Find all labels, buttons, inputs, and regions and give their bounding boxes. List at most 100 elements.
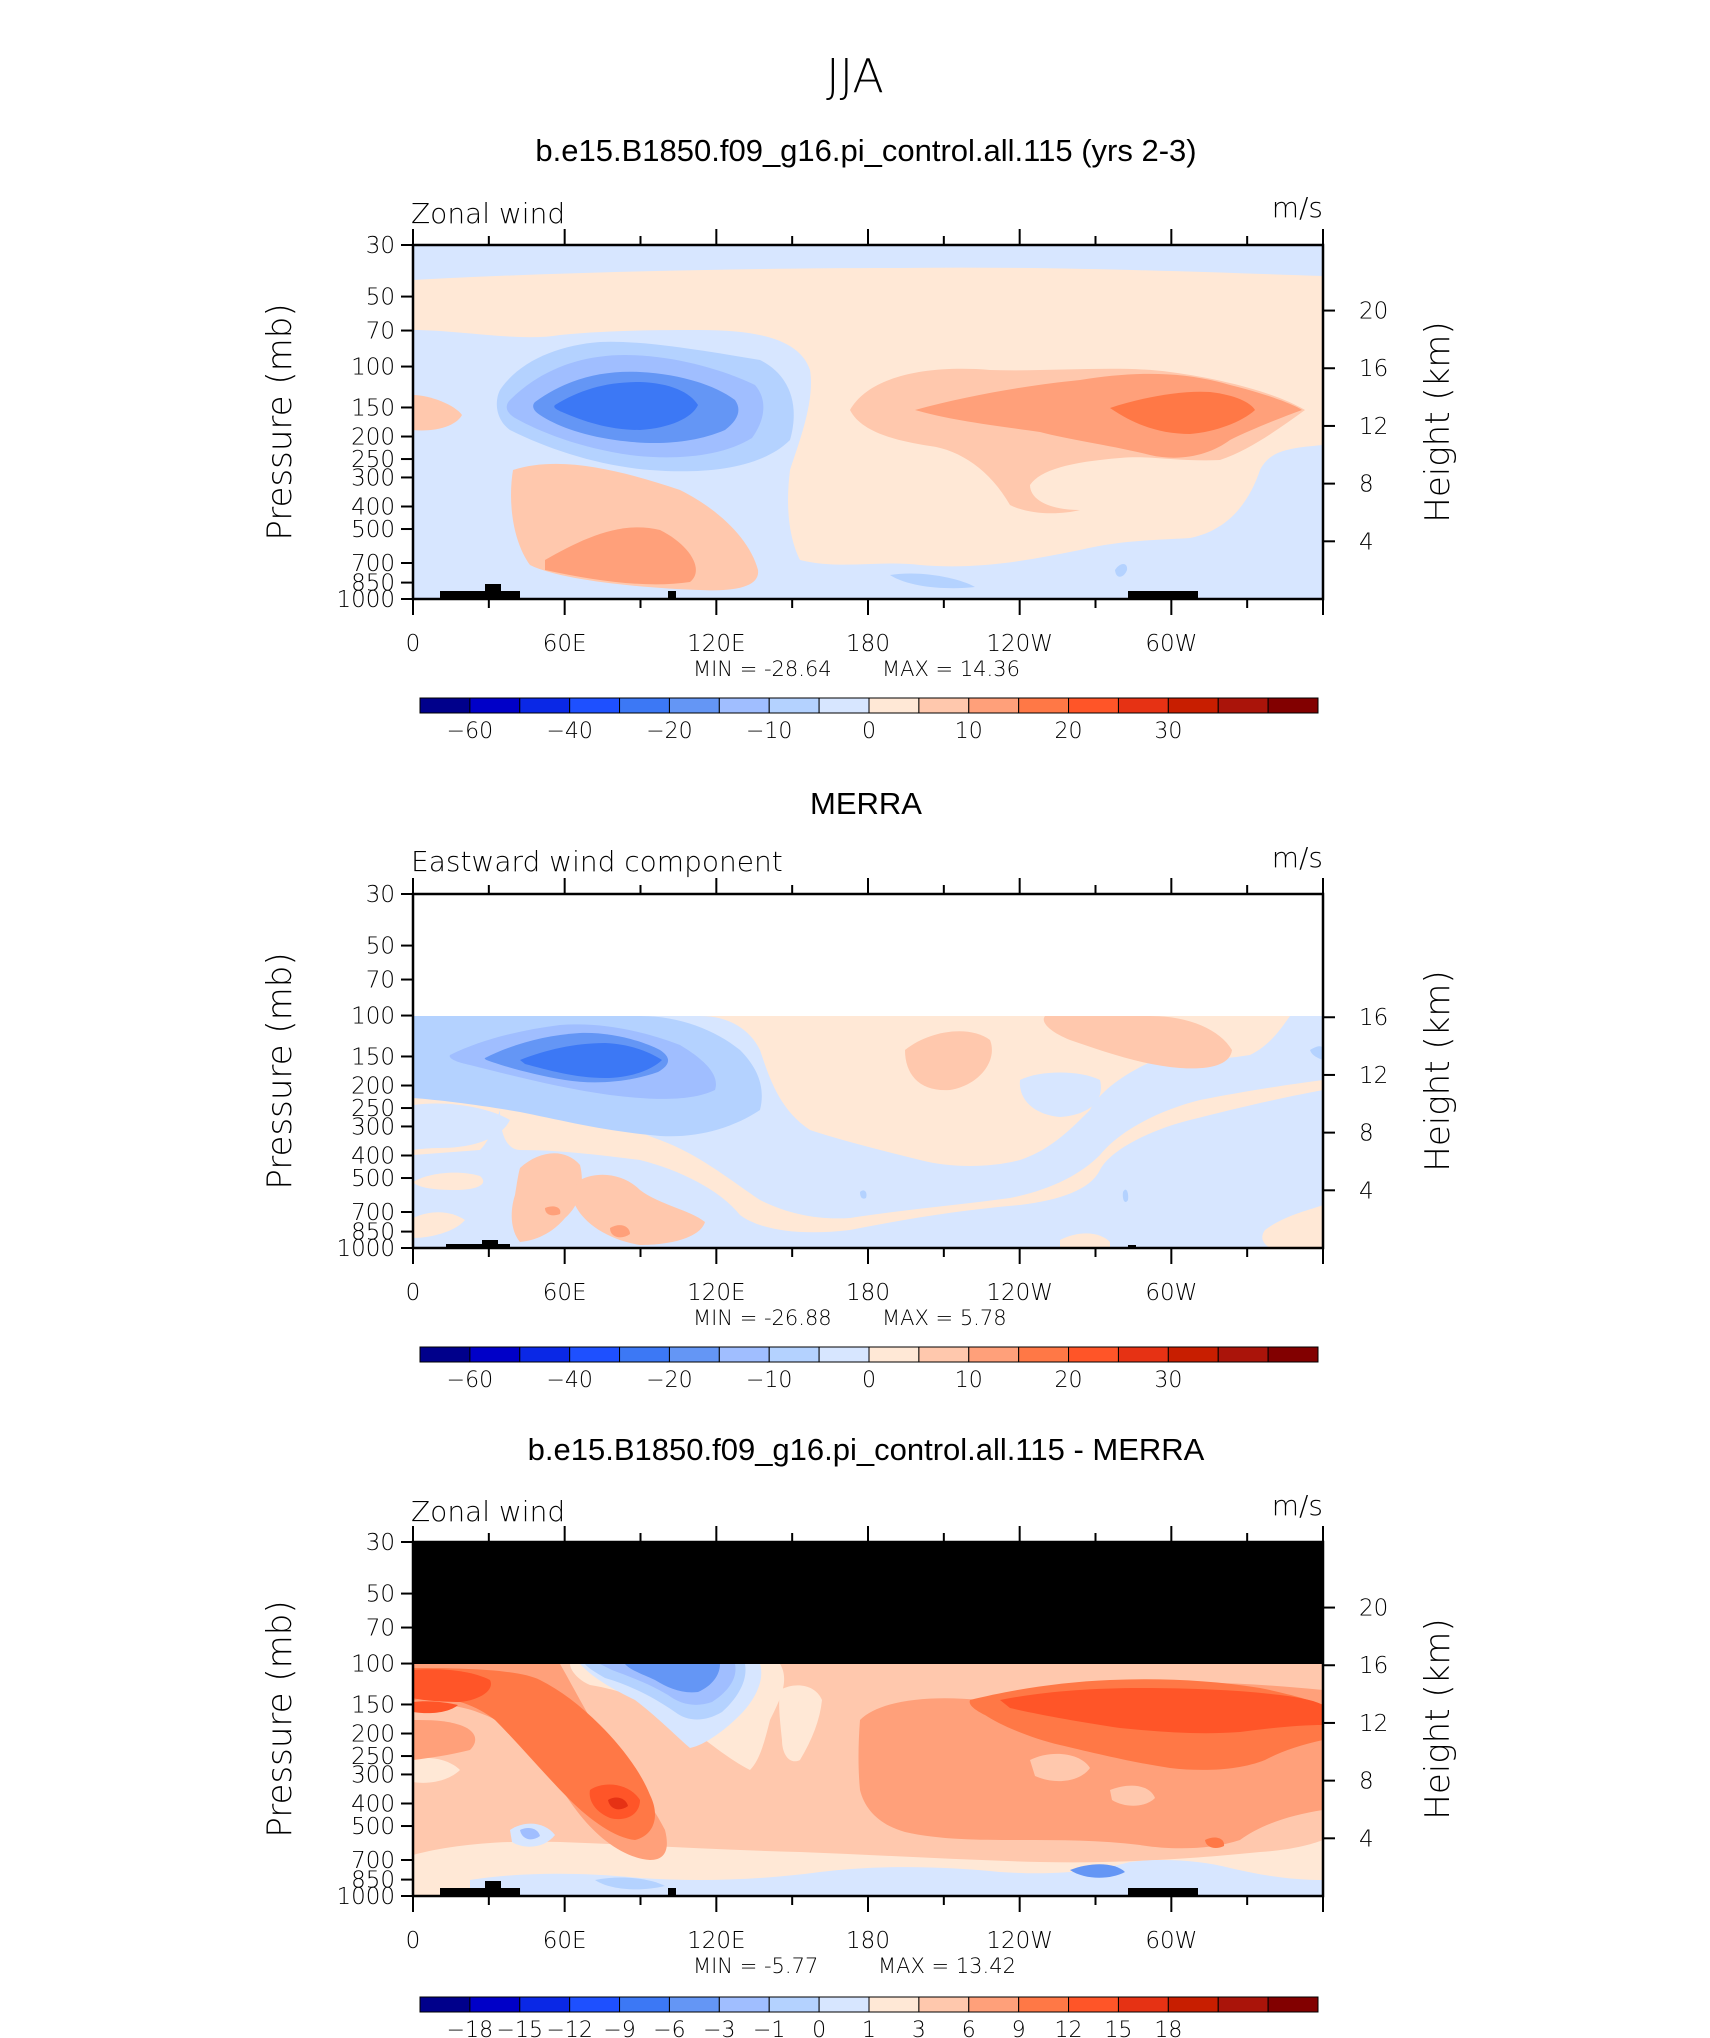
y-tick-label: 70	[366, 1616, 395, 1642]
colorbar-box	[668, 1996, 720, 2013]
colorbar-label: −10	[746, 719, 792, 744]
y-tick-label: 200	[351, 1074, 395, 1100]
colorbar-box	[469, 697, 521, 714]
y-tick-label: 400	[351, 1143, 395, 1169]
height-tick-label: 12	[1359, 1063, 1388, 1089]
colorbar-label: 10	[955, 719, 983, 744]
height-tick-label: 12	[1359, 1711, 1388, 1737]
contour-level	[1122, 1189, 1129, 1203]
y-tick-label: 1000	[336, 1236, 395, 1262]
colorbar-label: 0	[862, 1368, 876, 1393]
y-tick-label: 250	[351, 447, 395, 473]
panel-1-min-label: MIN = -28.64	[693, 657, 832, 681]
colorbar-label: −1	[753, 2018, 785, 2038]
height-tick-label: 20	[1359, 299, 1388, 325]
y-tick-label: 30	[366, 1530, 395, 1556]
contour-level	[1115, 564, 1128, 577]
colorbar-box	[718, 1346, 770, 1363]
colorbar-box	[519, 1996, 571, 2013]
colorbar-box	[569, 1996, 621, 2013]
colorbar-box	[1217, 1996, 1269, 2013]
contour-level	[413, 395, 462, 431]
colorbar-box	[868, 697, 920, 714]
contour-level	[511, 1153, 582, 1242]
colorbar-label: 20	[1055, 719, 1083, 744]
contour-level	[554, 382, 698, 430]
panel-2-missing-region	[413, 894, 1323, 1016]
panel-1: b.e15.B1850.f09_g16.pi_control.all.115 (…	[260, 133, 1458, 744]
colorbar-label: −12	[546, 2018, 592, 2038]
contour-level	[413, 1103, 510, 1150]
y-tick-label: 30	[366, 882, 395, 908]
colorbar-box	[1117, 1346, 1169, 1363]
topography-segment	[668, 591, 676, 599]
panel-3-left-string: Zonal wind	[411, 1495, 565, 1528]
y-tick-label: 400	[351, 494, 395, 520]
colorbar-label: −60	[447, 1368, 493, 1393]
colorbar-label: −20	[646, 1368, 692, 1393]
colorbar-box	[1018, 1996, 1070, 2013]
colorbar-box	[1167, 1346, 1219, 1363]
colorbar-box	[718, 1996, 770, 2013]
height-tick-label: 8	[1359, 1769, 1374, 1795]
y-tick-label: 300	[351, 1114, 395, 1140]
height-tick-label: 4	[1359, 1826, 1374, 1852]
y-tick-label: 300	[351, 465, 395, 491]
contour-level	[520, 1043, 662, 1078]
colorbar-box	[818, 1996, 870, 2013]
panel-1-axes: 3050701001502002503004005007008501000Pre…	[260, 229, 1458, 657]
y-tick-label: 850	[351, 1868, 395, 1894]
panel-3: b.e15.B1850.f09_g16.pi_control.all.115 -…	[260, 1432, 1458, 2038]
y-tick-label: 100	[351, 355, 395, 381]
topography-segment	[440, 1888, 520, 1896]
y-axis-label: Pressure (mb)	[260, 1600, 300, 1837]
colorbar-box	[1068, 1346, 1119, 1363]
contour-level	[1043, 1016, 1232, 1069]
height-tick-label: 8	[1359, 472, 1374, 498]
panel-2-topography	[446, 1240, 1136, 1248]
colorbar-label: 0	[812, 2018, 826, 2038]
x-tick-label: 120E	[687, 1928, 745, 1954]
panel-3-title: b.e15.B1850.f09_g16.pi_control.all.115 -…	[528, 1432, 1205, 1467]
colorbar-label: −40	[546, 1368, 592, 1393]
colorbar-box	[1167, 697, 1219, 714]
x-tick-label: 120E	[687, 1280, 745, 1306]
panel-3-contours	[413, 1542, 1323, 1896]
contour-level	[608, 1797, 628, 1810]
colorbar-box	[1068, 697, 1119, 714]
topography-segment	[485, 1881, 501, 1896]
contour-level	[595, 1877, 665, 1890]
y-tick-label: 150	[351, 395, 395, 421]
contour-level	[413, 245, 1323, 280]
x-tick-label: 0	[406, 1280, 421, 1306]
y-tick-label: 700	[351, 1200, 395, 1226]
colorbar-box	[1018, 1346, 1070, 1363]
contour-level	[413, 1212, 465, 1238]
colorbar-box	[619, 1996, 670, 2013]
height-axis-label: Height (km)	[1418, 1618, 1458, 1819]
colorbar-box	[1267, 1996, 1319, 2013]
colorbar-box	[968, 697, 1020, 714]
topography-segment	[446, 1244, 510, 1248]
colorbar-box	[768, 1346, 820, 1363]
colorbar-box	[519, 1346, 571, 1363]
panel-1-title: b.e15.B1850.f09_g16.pi_control.all.115 (…	[535, 133, 1196, 168]
panel-2-left-string: Eastward wind component	[411, 845, 783, 878]
colorbar-box	[968, 1996, 1020, 2013]
height-tick-label: 4	[1359, 529, 1374, 555]
colorbar-label: 0	[862, 719, 876, 744]
x-tick-label: 60E	[543, 631, 587, 657]
y-tick-label: 1000	[336, 1884, 395, 1910]
colorbar-box	[1117, 1996, 1169, 2013]
topography-segment	[482, 1240, 498, 1248]
contour-level	[625, 1664, 720, 1693]
contour-level	[545, 1206, 561, 1216]
height-axis-label: Height (km)	[1418, 970, 1458, 1171]
y-tick-label: 1000	[336, 587, 395, 613]
contour-level	[545, 527, 696, 585]
x-tick-label: 60W	[1145, 1280, 1197, 1306]
contour-level	[1070, 1864, 1125, 1878]
x-tick-label: 120W	[986, 1928, 1053, 1954]
panel-1-contours	[413, 245, 1323, 599]
